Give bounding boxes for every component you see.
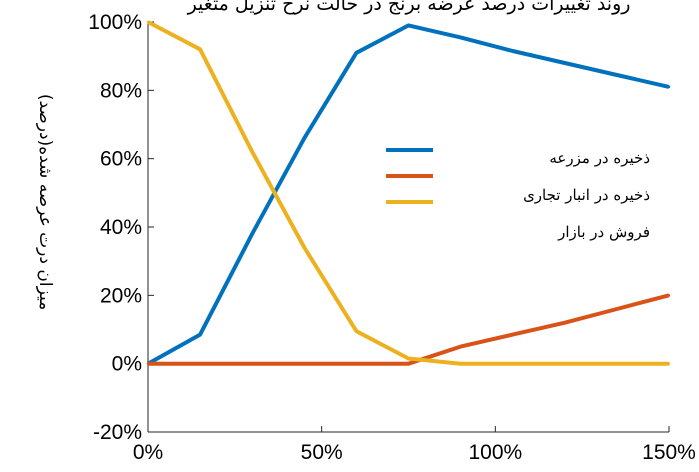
data-point (251, 362, 254, 365)
x-tick-label: 100% (468, 441, 522, 464)
y-tick-label: 0% (112, 353, 142, 376)
data-point (563, 321, 566, 324)
data-point (511, 362, 514, 365)
y-tick-label: -20% (93, 421, 142, 444)
data-point (667, 85, 671, 89)
data-point (459, 362, 462, 365)
y-tick-label: 60% (100, 148, 142, 171)
data-point (251, 150, 254, 154)
data-point (355, 51, 358, 54)
data-point (251, 232, 254, 236)
data-point (563, 362, 566, 365)
data-point (615, 307, 619, 311)
data-point (459, 345, 462, 348)
legend-label: ذخیره در مزرعه (549, 149, 650, 167)
y-axis-label: میزان درت عرصه شده(درصد) (35, 94, 55, 310)
y-tick-label: 100% (88, 11, 142, 34)
data-point (303, 136, 306, 140)
legend-label: ذخیره در انبار تجاری (523, 186, 650, 204)
y-tick-label: 40% (100, 216, 142, 239)
data-point (355, 330, 358, 333)
x-tick-label: 50% (301, 441, 343, 464)
data-point (407, 24, 410, 27)
data-point (198, 48, 202, 51)
x-tick-label: 150% (642, 441, 696, 464)
data-point (303, 246, 306, 249)
data-point (511, 49, 514, 53)
data-point (407, 362, 410, 365)
data-point (615, 362, 619, 365)
data-point (615, 73, 619, 77)
data-point (511, 333, 514, 336)
data-point (563, 61, 566, 65)
x-tick-label: 0% (133, 441, 163, 464)
data-point (459, 36, 462, 39)
legend-label: فروش در بازار (557, 223, 650, 241)
data-point (355, 362, 358, 365)
data-point (146, 362, 150, 365)
y-tick-label: 80% (100, 79, 142, 102)
data-point (667, 294, 671, 297)
data-point (407, 357, 410, 360)
data-point (198, 362, 202, 365)
data-point (667, 362, 671, 365)
series-line-2 (148, 293, 670, 366)
chart-title: روند تغییرات درصد عرضه برنج در حالت نرخ … (187, 0, 631, 15)
y-tick-label: 20% (100, 284, 142, 307)
data-point (303, 362, 306, 365)
data-point (146, 20, 150, 24)
data-point (198, 333, 202, 336)
